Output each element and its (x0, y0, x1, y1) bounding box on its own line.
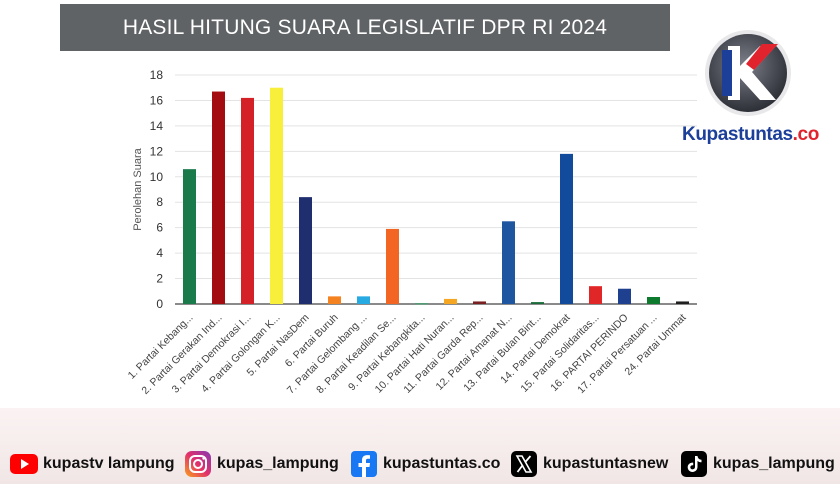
bar (676, 301, 689, 304)
y-tick-label: 10 (150, 170, 164, 184)
chart-title: HASIL HITUNG SUARA LEGISLATIF DPR RI 202… (60, 4, 670, 51)
y-tick-label: 4 (156, 246, 163, 260)
social-label: kupas_lampung (713, 455, 835, 472)
kupastuntas-logo (705, 30, 791, 116)
bar (328, 296, 341, 304)
bar (357, 296, 370, 304)
tiktok-icon (680, 450, 708, 478)
bar (299, 197, 312, 304)
y-tick-label: 18 (150, 68, 164, 82)
bar (212, 91, 225, 305)
bar (270, 87, 283, 304)
bar (560, 153, 573, 304)
social-youtube[interactable]: kupastv lampung (10, 450, 175, 478)
bar (444, 298, 457, 304)
y-tick-label: 8 (156, 195, 163, 209)
y-tick-label: 16 (150, 93, 164, 107)
bar (473, 301, 486, 304)
bar (647, 297, 660, 304)
youtube-icon (10, 450, 38, 478)
y-tick-label: 6 (156, 221, 163, 235)
social-instagram[interactable]: kupas_lampung (184, 450, 339, 478)
bar (183, 169, 196, 304)
instagram-icon (184, 450, 212, 478)
social-tiktok[interactable]: kupas_lampung (680, 450, 835, 478)
social-label: kupastv lampung (43, 455, 175, 472)
y-tick-label: 12 (150, 144, 164, 158)
bar (531, 302, 544, 304)
y-tick-label: 14 (150, 119, 164, 133)
bar (415, 303, 428, 305)
x-icon (510, 450, 538, 478)
bar (386, 228, 399, 304)
bar (618, 288, 631, 304)
social-label: kupas_lampung (217, 455, 339, 472)
y-tick-label: 0 (156, 297, 163, 311)
social-label: kupastuntasnew (543, 455, 669, 472)
facebook-icon (350, 450, 378, 478)
bar (589, 286, 602, 304)
y-tick-label: 2 (156, 272, 163, 286)
bar (241, 97, 254, 305)
bar (502, 221, 515, 304)
social-x[interactable]: kupastuntasnew (510, 450, 668, 478)
brand-name-main: Kupastuntas (682, 124, 793, 145)
y-axis-label: Perolehan Suara (132, 147, 144, 230)
social-label: kupastuntas.co (383, 455, 501, 472)
brand-name-domain: .co (792, 124, 820, 145)
brand-name: Kupastuntas.co (682, 124, 819, 146)
social-facebook[interactable]: kupastuntas.co (350, 450, 500, 478)
